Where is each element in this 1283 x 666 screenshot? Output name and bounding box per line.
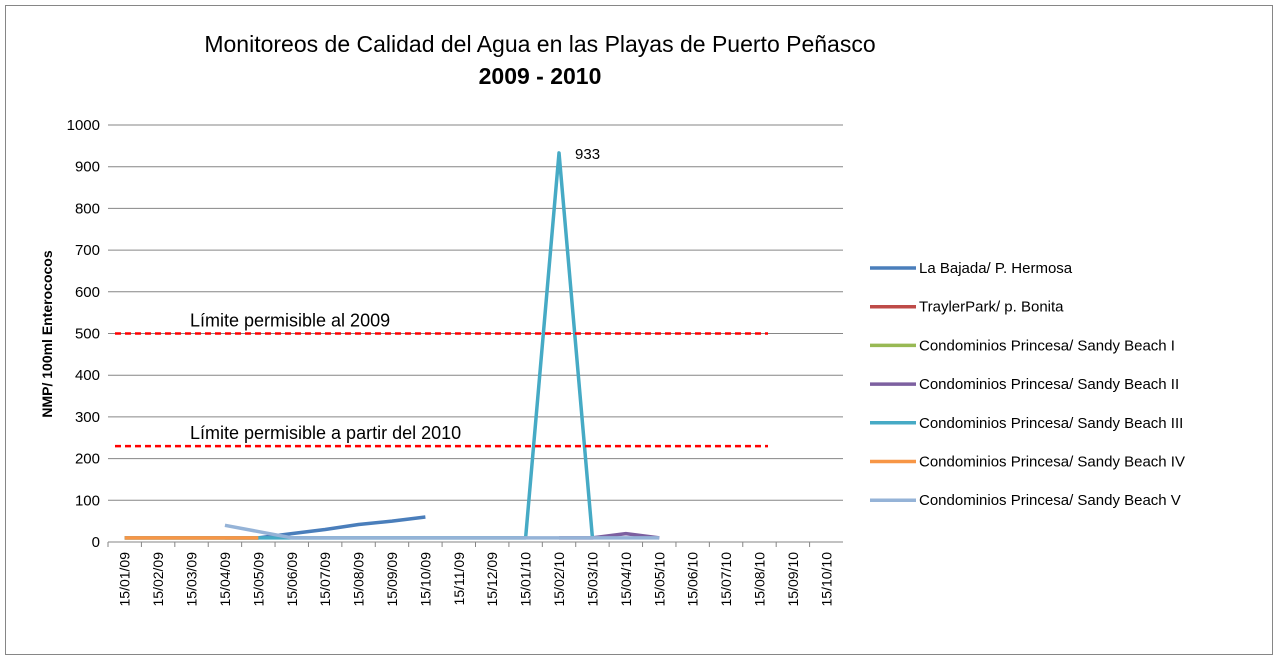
legend-label: Condominios Princesa/ Sandy Beach II bbox=[919, 376, 1179, 393]
x-tick-label: 15/07/09 bbox=[317, 552, 333, 607]
reference-label: Límite permisible a partir del 2010 bbox=[190, 423, 461, 443]
x-tick-label: 15/04/09 bbox=[217, 552, 233, 607]
y-tick-label: 100 bbox=[75, 492, 100, 509]
x-tick-label: 15/08/10 bbox=[751, 552, 767, 607]
x-tick-label: 15/08/09 bbox=[351, 552, 367, 607]
x-tick-label: 15/10/10 bbox=[818, 552, 834, 607]
x-tick-label: 15/10/09 bbox=[417, 552, 433, 607]
y-tick-label: 300 bbox=[75, 409, 100, 426]
y-axis-label: NMP/ 100ml Enterococos bbox=[39, 250, 55, 417]
x-tick-label: 15/03/10 bbox=[584, 552, 600, 607]
reference-label: Límite permisible al 2009 bbox=[190, 311, 390, 331]
legend-label: Condominios Princesa/ Sandy Beach IV bbox=[919, 454, 1185, 471]
y-tick-label: 400 bbox=[75, 367, 100, 384]
x-tick-label: 15/03/09 bbox=[184, 552, 200, 607]
legend-label: Condominios Princesa/ Sandy Beach V bbox=[919, 492, 1181, 509]
x-tick-label: 15/09/10 bbox=[785, 552, 801, 607]
x-tick-label: 15/11/09 bbox=[451, 552, 467, 606]
y-tick-label: 700 bbox=[75, 242, 100, 259]
x-tick-label: 15/05/09 bbox=[250, 552, 266, 607]
x-tick-label: 15/01/10 bbox=[518, 552, 534, 607]
legend-label: Condominios Princesa/ Sandy Beach III bbox=[919, 415, 1183, 432]
x-tick-label: 15/04/10 bbox=[618, 552, 634, 607]
legend-label: La Bajada/ P. Hermosa bbox=[919, 260, 1073, 277]
x-tick-label: 15/06/10 bbox=[685, 552, 701, 607]
chart-title: 2009 - 2010 bbox=[479, 63, 602, 89]
y-tick-label: 0 bbox=[92, 534, 100, 551]
y-tick-label: 500 bbox=[75, 326, 100, 343]
x-tick-label: 15/02/10 bbox=[551, 552, 567, 607]
y-tick-label: 800 bbox=[75, 200, 100, 217]
x-tick-label: 15/05/10 bbox=[651, 552, 667, 607]
x-tick-label: 15/06/09 bbox=[284, 552, 300, 607]
y-tick-label: 900 bbox=[75, 159, 100, 176]
x-tick-label: 15/02/09 bbox=[150, 552, 166, 607]
chart-title: Monitoreos de Calidad del Agua en las Pl… bbox=[204, 31, 875, 57]
x-tick-label: 15/09/09 bbox=[384, 552, 400, 607]
legend-label: TraylerPark/ p. Bonita bbox=[919, 299, 1064, 316]
x-tick-label: 15/01/09 bbox=[117, 552, 133, 607]
x-tick-label: 15/12/09 bbox=[484, 552, 500, 607]
series-line bbox=[224, 523, 660, 540]
x-tick-label: 15/07/10 bbox=[718, 552, 734, 607]
y-tick-label: 200 bbox=[75, 451, 100, 468]
legend-label: Condominios Princesa/ Sandy Beach I bbox=[919, 337, 1175, 354]
data-label: 933 bbox=[575, 146, 600, 163]
y-tick-label: 600 bbox=[75, 284, 100, 301]
y-tick-label: 1000 bbox=[67, 117, 100, 134]
chart-frame bbox=[5, 5, 1273, 655]
